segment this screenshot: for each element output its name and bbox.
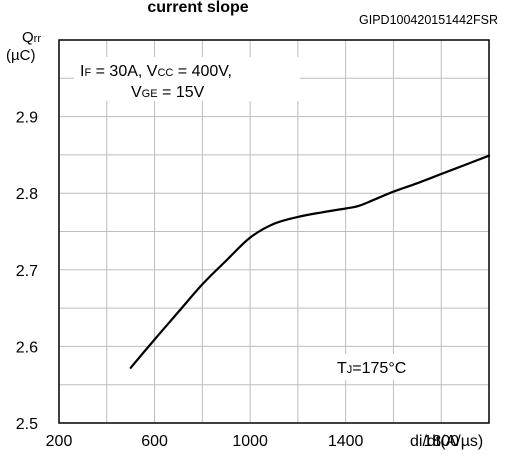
- axis-tick-labels: 200 600 1000 1400 1800 2.5 2.6 2.7 2.8 2.9: [16, 110, 459, 450]
- plot-frame: [58, 39, 490, 424]
- y-axis-unit: (µC): [6, 47, 35, 64]
- data-series: [129, 154, 491, 369]
- y-axis-subscript: rr: [34, 33, 42, 45]
- x-tick-label: 200: [46, 433, 73, 450]
- temperature-value: =175°C: [352, 360, 406, 377]
- x-tick-label: 1800: [423, 433, 459, 450]
- y-axis-label: Qrr: [22, 29, 41, 46]
- x-tick-label: 1000: [232, 433, 268, 450]
- figure-id: GIPD100420151442FSR: [359, 13, 498, 27]
- conditions-background: [74, 57, 300, 101]
- y-tick-label: 2.7: [16, 263, 38, 280]
- condition-text: I: [80, 63, 84, 80]
- y-tick-label: 2.8: [16, 186, 38, 203]
- condition-text: = 400V,: [173, 63, 232, 80]
- temperature-background: [328, 354, 438, 380]
- condition-subscript: GE: [142, 88, 158, 100]
- temperature-symbol: T: [337, 360, 347, 377]
- y-tick-label: 2.5: [16, 416, 38, 433]
- temperature-subscript: J: [347, 364, 353, 376]
- x-tick-label: 600: [141, 433, 168, 450]
- condition-subscript: CC: [157, 67, 173, 79]
- y-tick-label: 2.6: [16, 339, 38, 356]
- conditions-line-2: VGE = 15V: [131, 84, 205, 101]
- temperature-box: TJ=175°C: [328, 354, 438, 380]
- qrr-series-line: [129, 154, 491, 369]
- y-axis-symbol: Q: [22, 29, 34, 46]
- condition-subscript: F: [84, 67, 91, 79]
- condition-text: V: [131, 84, 142, 101]
- conditions-line-1: IF = 30A, VCC = 400V,: [80, 63, 232, 80]
- chart-title: current slope: [147, 0, 248, 16]
- condition-text: = 30A, V: [91, 63, 158, 80]
- y-tick-label: 2.9: [16, 110, 38, 127]
- x-tick-label: 1400: [328, 433, 364, 450]
- conditions-box: IF = 30A, VCC = 400V, VGE = 15V: [74, 57, 300, 101]
- x-axis-label: di/dt(A/µs): [410, 433, 483, 450]
- temperature-label: TJ=175°C: [337, 360, 406, 377]
- condition-text: = 15V: [158, 84, 205, 101]
